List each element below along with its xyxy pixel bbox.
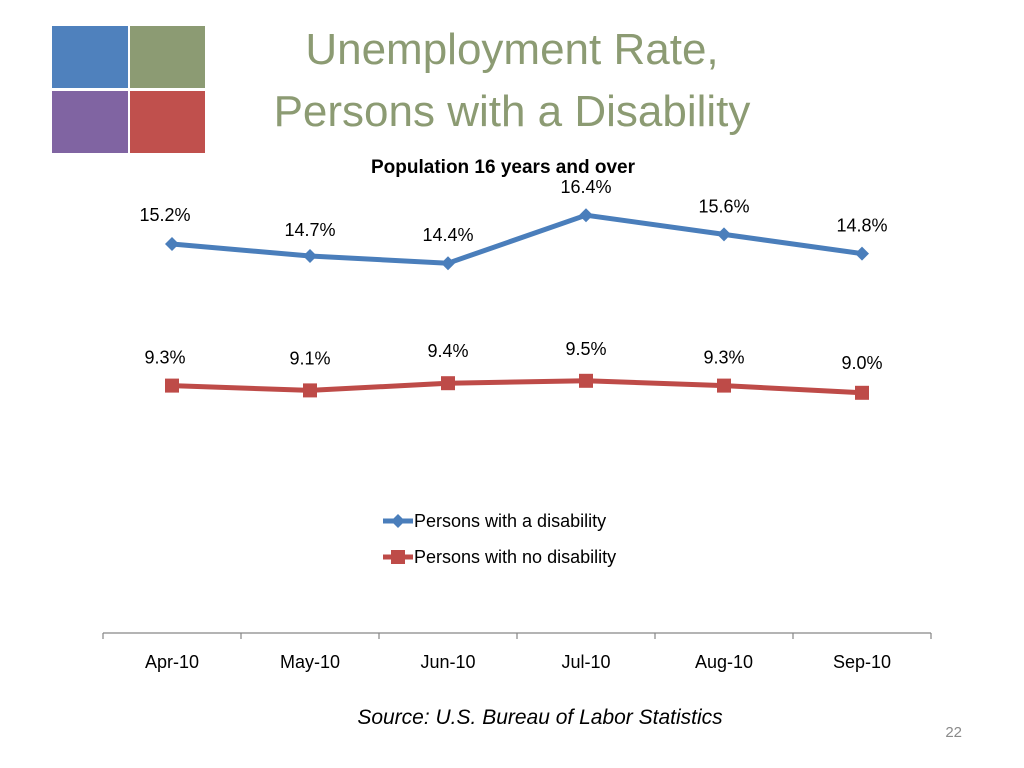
data-label: 15.2% (139, 205, 190, 225)
logo-square-purple (52, 91, 128, 153)
chart-title: Population 16 years and over (371, 157, 636, 178)
logo-square-green (130, 26, 205, 88)
logo-square-red (130, 91, 205, 153)
data-label: 14.8% (836, 216, 887, 236)
data-point-marker (441, 256, 455, 271)
legend-label: Persons with a disability (414, 511, 606, 531)
data-point-marker (855, 385, 869, 400)
data-label: 9.0% (841, 353, 882, 373)
data-point-marker (579, 373, 593, 388)
x-tick-label: Sep-10 (833, 652, 891, 672)
data-point-marker (717, 378, 731, 393)
slide-title-line1: Unemployment Rate, (305, 25, 719, 74)
data-point-marker (717, 227, 731, 242)
data-label: 9.5% (565, 339, 606, 359)
source-note: Source: U.S. Bureau of Labor Statistics (357, 706, 723, 729)
data-point-marker (303, 249, 317, 263)
data-label: 14.4% (422, 225, 473, 245)
data-point-marker (441, 376, 455, 391)
logo-color-squares (52, 26, 205, 153)
page-number: 22 (945, 724, 962, 741)
data-label: 16.4% (560, 177, 611, 197)
data-point-marker (165, 378, 179, 393)
data-point-marker (303, 383, 317, 398)
x-tick-label: May-10 (280, 652, 340, 672)
data-label: 9.1% (289, 348, 330, 368)
legend-marker (391, 514, 405, 528)
data-point-marker (579, 208, 593, 223)
x-tick-label: Aug-10 (695, 652, 753, 672)
series-line-no-disability (169, 378, 865, 396)
x-tick-label: Jun-10 (420, 652, 475, 672)
slide-title-line2: Persons with a Disability (273, 87, 751, 136)
legend-marker (391, 550, 405, 564)
x-tick-label: Apr-10 (145, 652, 199, 672)
data-point-marker (165, 237, 179, 251)
legend-label: Persons with no disability (414, 547, 616, 567)
series-line-disability (169, 212, 865, 266)
data-label: 15.6% (698, 196, 749, 216)
data-label: 14.7% (284, 220, 335, 240)
data-label: 9.3% (144, 348, 185, 368)
logo-square-blue (52, 26, 128, 88)
data-label: 9.3% (703, 348, 744, 368)
data-label: 9.4% (427, 341, 468, 361)
x-tick-label: Jul-10 (561, 652, 610, 672)
data-point-marker (855, 246, 869, 261)
